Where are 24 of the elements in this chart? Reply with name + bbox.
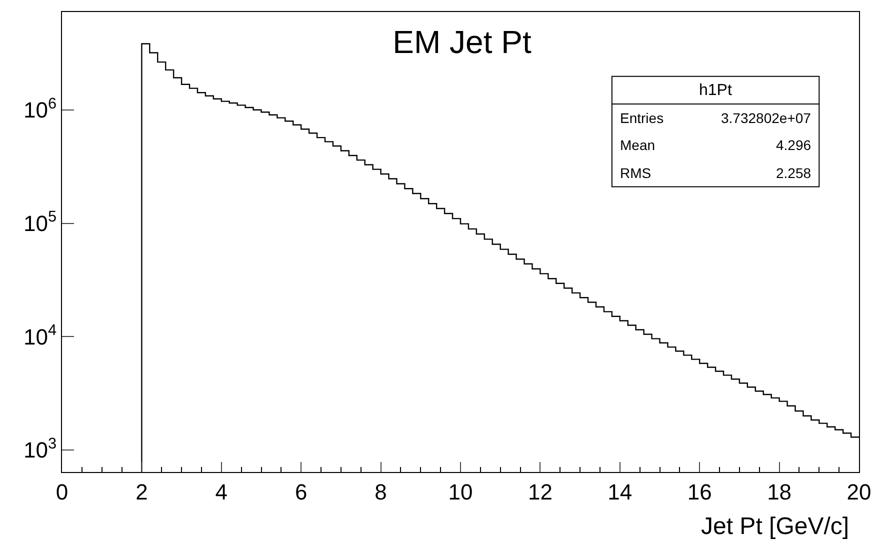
annotation: 4.296 (776, 137, 812, 153)
x-tick-label: 4 (215, 479, 228, 504)
x-tick-label: 6 (294, 479, 308, 504)
x-tick-label: 2 (136, 479, 148, 504)
y-tick-label: 10$^{3}$ (24, 435, 57, 463)
x-tick-label: 14 (608, 479, 632, 504)
chart-title: EM Jet Pt (392, 24, 532, 60)
x-tick-label: 18 (767, 479, 792, 504)
y-tick-label: 10$^{6}$ (24, 95, 57, 123)
annotation: Mean (620, 137, 656, 153)
x-tick-label: 12 (528, 479, 552, 504)
y-tick-label: 10$^{5}$ (24, 208, 57, 236)
annotation: Entries (620, 110, 664, 126)
annotation: RMS (620, 165, 652, 181)
annotation: h1Pt (699, 82, 732, 99)
x-tick-label: 8 (374, 479, 387, 504)
x-tick-label: 16 (687, 479, 712, 504)
annotation: 2.258 (776, 165, 812, 181)
x-axis-title: Jet Pt [GeV/c] (701, 513, 850, 540)
x-tick-label: 0 (56, 479, 68, 504)
annotation: 3.732802e+07 (721, 110, 812, 126)
x-tick-label: 10 (448, 479, 473, 504)
x-tick-label: 20 (846, 479, 872, 504)
y-tick-label: 10$^{4}$ (24, 322, 58, 350)
